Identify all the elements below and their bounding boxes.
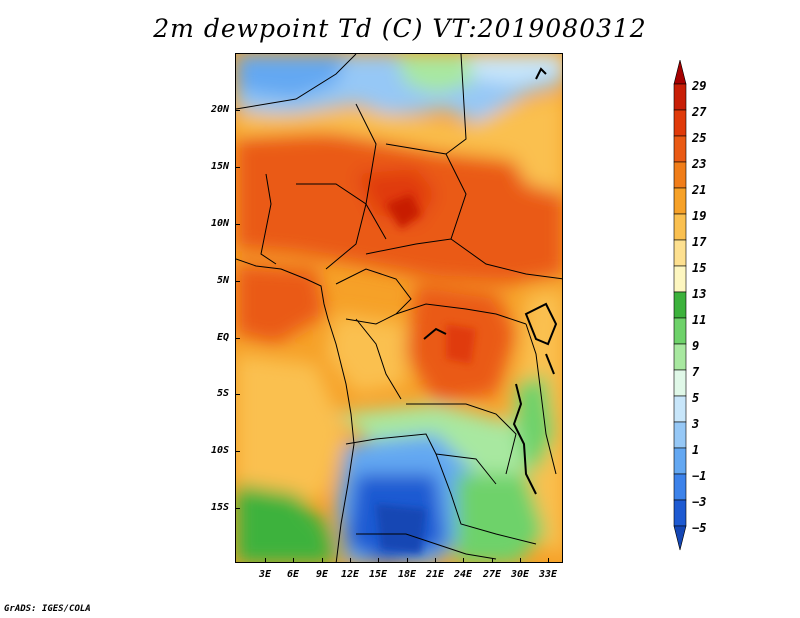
colorbar-box	[673, 83, 687, 111]
lon-tick	[350, 558, 351, 563]
lon-label-3e: 3E	[258, 569, 272, 580]
colorbar-box	[673, 265, 687, 293]
colorbar-box	[673, 317, 687, 345]
lon-tick	[463, 558, 464, 563]
lon-tick	[492, 558, 493, 563]
colorbar-label-17: 17	[692, 235, 707, 249]
colorbar-label-25: 25	[692, 131, 707, 145]
grads-credit: GrADS: IGES/COLA	[4, 604, 91, 614]
lon-tick	[548, 558, 549, 563]
colorbar-box	[673, 187, 687, 215]
lon-label-15e: 15E	[368, 569, 388, 580]
colorbar-label-1: 1	[692, 443, 700, 457]
lon-label-33e: 33E	[538, 569, 558, 580]
colorbar-label-19: 19	[692, 209, 707, 223]
lat-tick	[235, 338, 240, 339]
lat-label-10n: 10N	[210, 218, 229, 229]
colorbar-box	[673, 109, 687, 137]
lon-label-30e: 30E	[510, 569, 530, 580]
colorbar-box	[673, 291, 687, 319]
lon-label-27e: 27E	[482, 569, 502, 580]
lon-label-6e: 6E	[286, 569, 300, 580]
lon-label-18e: 18E	[397, 569, 417, 580]
lon-tick	[407, 558, 408, 563]
lat-label-10s: 10S	[210, 445, 229, 456]
map-title: 2m dewpoint Td (C) VT:2019080312	[153, 14, 647, 43]
lat-label-20n: 20N	[210, 104, 229, 115]
colorbar-box	[673, 213, 687, 241]
lat-tick	[235, 394, 240, 395]
colorbar-box	[673, 499, 687, 527]
lon-tick	[265, 558, 266, 563]
lon-label-21e: 21E	[425, 569, 445, 580]
colorbar-label-minus-3: −3	[692, 495, 707, 509]
colorbar-label-3: 3	[692, 417, 700, 431]
colorbar-label-29: 29	[692, 79, 707, 93]
colorbar-label-7: 7	[692, 365, 700, 379]
colorbar-label-minus-5: −5	[692, 521, 707, 535]
colorbar-label-21: 21	[692, 183, 707, 197]
lat-label-15s: 15S	[210, 502, 229, 513]
lat-tick	[235, 224, 240, 225]
lon-label-9e: 9E	[315, 569, 329, 580]
lat-tick	[235, 110, 240, 111]
lat-tick	[235, 281, 240, 282]
colorbar-box	[673, 369, 687, 397]
colorbar-label-23: 23	[692, 157, 707, 171]
lat-label-eq: EQ	[216, 332, 229, 343]
dewpoint-field	[236, 54, 562, 562]
lat-label-5n: 5N	[216, 275, 229, 286]
colorbar-label-5: 5	[692, 391, 700, 405]
colorbar-arrow-bottom	[673, 525, 687, 551]
lon-tick	[435, 558, 436, 563]
colorbar-box	[673, 239, 687, 267]
dewpoint-map	[235, 53, 563, 563]
lat-tick	[235, 451, 240, 452]
colorbar-box	[673, 447, 687, 475]
colorbar-label-9: 9	[692, 339, 700, 353]
colorbar-box	[673, 343, 687, 371]
colorbar-label-27: 27	[692, 105, 707, 119]
lat-tick	[235, 508, 240, 509]
colorbar-box	[673, 421, 687, 449]
lon-tick	[322, 558, 323, 563]
colorbar-arrow-top	[673, 60, 687, 85]
colorbar	[673, 60, 687, 551]
colorbar-label-15: 15	[692, 261, 707, 275]
lat-label-15n: 15N	[210, 161, 229, 172]
colorbar-label-13: 13	[692, 287, 707, 301]
colorbar-box	[673, 161, 687, 189]
lon-label-24e: 24E	[453, 569, 473, 580]
lon-label-12e: 12E	[340, 569, 360, 580]
colorbar-box	[673, 395, 687, 423]
colorbar-box	[673, 135, 687, 163]
colorbar-box	[673, 473, 687, 501]
lat-tick	[235, 167, 240, 168]
colorbar-label-minus-1: −1	[692, 469, 707, 483]
lon-tick	[378, 558, 379, 563]
lon-tick	[520, 558, 521, 563]
colorbar-label-11: 11	[692, 313, 707, 327]
lat-label-5s: 5S	[216, 388, 229, 399]
lon-tick	[293, 558, 294, 563]
